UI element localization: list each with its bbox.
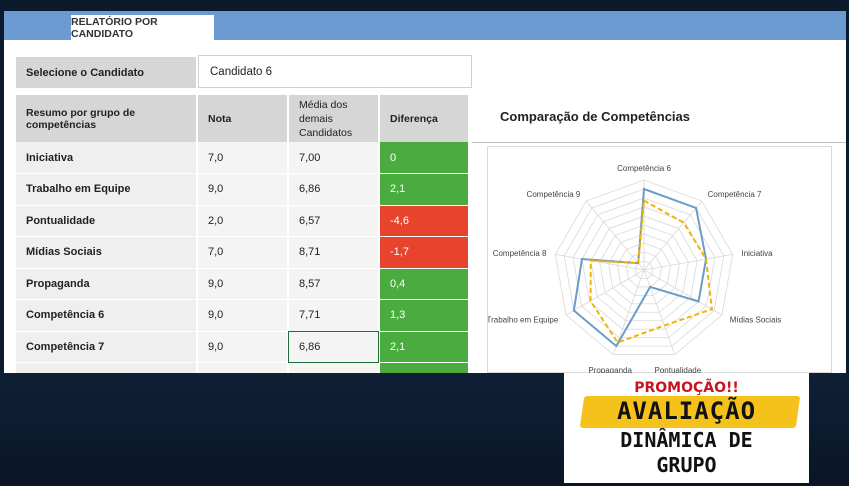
cell-diff[interactable]: 0,4 xyxy=(379,268,470,300)
promo-title-1: AVALIAÇÃO xyxy=(616,397,757,425)
spreadsheet-area: RELATÓRIO POR CANDIDATO Selecione o Cand… xyxy=(4,11,846,373)
cell-nota[interactable]: 9,0 xyxy=(197,173,289,206)
header-name: Resumo por grupo de competências xyxy=(16,95,198,142)
radar-grid-ring xyxy=(590,215,698,322)
table-row-partial xyxy=(16,362,470,373)
radar-series-2 xyxy=(589,198,713,344)
table-row: Mídias Sociais 7,0 8,71 -1,7 xyxy=(16,236,470,269)
cell-media[interactable]: 8,57 xyxy=(288,268,380,300)
cell-name[interactable]: Propaganda xyxy=(16,268,198,300)
cell-name[interactable]: Pontualidade xyxy=(16,205,198,237)
radar-spoke xyxy=(643,269,723,316)
promo-banner: PROMOÇÃO!! AVALIAÇÃO DINÂMICA DE GRUPO xyxy=(564,373,809,483)
promo-title-3: GRUPO xyxy=(656,453,717,477)
radar-axis-label: Pontualidade xyxy=(655,366,702,373)
cell-nota[interactable] xyxy=(197,362,289,373)
radar-grid-ring xyxy=(616,242,672,296)
candidate-selector[interactable]: Candidato 6 xyxy=(198,55,472,88)
radar-grid-ring xyxy=(599,224,689,313)
table-row: Propaganda 9,0 8,57 0,4 xyxy=(16,268,470,300)
radar-grid-ring xyxy=(563,188,725,347)
cell-nota[interactable]: 2,0 xyxy=(197,205,289,237)
radar-spoke xyxy=(565,269,645,316)
radar-grid-ring xyxy=(608,233,680,305)
cell-media[interactable]: 7,71 xyxy=(288,299,380,332)
radar-axis-label: Trabalho em Equipe xyxy=(488,316,559,325)
cell-diff[interactable]: -4,6 xyxy=(379,205,470,237)
cell-media[interactable] xyxy=(288,362,380,373)
table-header-row: Resumo por grupo de competências Nota Mé… xyxy=(16,95,470,142)
cell-diff[interactable] xyxy=(379,362,470,373)
radar-chart: Competência 6 Competência 7 Iniciativa Mídi… xyxy=(487,164,782,373)
table-row: Competência 6 9,0 7,71 1,3 xyxy=(16,299,470,332)
radar-spoke xyxy=(643,200,703,271)
radar-grid-ring xyxy=(554,179,734,355)
cell-diff[interactable]: 1,3 xyxy=(379,299,470,332)
cell-name[interactable] xyxy=(16,362,198,373)
header-diff: Diferença xyxy=(379,95,470,142)
cell-nota[interactable]: 7,0 xyxy=(197,142,289,174)
radar-axis-label: Competência 9 xyxy=(527,190,581,199)
radar-axis-label: Competência 6 xyxy=(617,164,671,173)
cell-nota[interactable]: 7,0 xyxy=(197,236,289,269)
cell-diff[interactable]: 2,1 xyxy=(379,173,470,206)
table-row: Competência 7 9,0 6,86 2,1 xyxy=(16,331,470,363)
cell-name[interactable]: Iniciativa xyxy=(16,142,198,174)
radar-spoke xyxy=(612,269,645,355)
radar-chart-box[interactable]: Competência 6 Competência 7 Iniciativa Mídi… xyxy=(487,146,832,373)
cell-name[interactable]: Trabalho em Equipe xyxy=(16,173,198,206)
cell-name[interactable]: Mídias Sociais xyxy=(16,236,198,269)
cell-media[interactable]: 6,57 xyxy=(288,205,380,237)
radar-axis-label: Mídias Sociais xyxy=(730,316,782,325)
radar-axis-label: Propaganda xyxy=(588,366,632,373)
header-media: Média dos demais Candidatos xyxy=(288,95,380,142)
chart-title: Comparação de Competências xyxy=(500,109,691,124)
header-nota: Nota xyxy=(197,95,289,142)
radar-spoke xyxy=(643,269,676,355)
radar-grid-ring xyxy=(634,260,654,279)
cell-name[interactable]: Competência 7 xyxy=(16,331,198,363)
cell-diff[interactable]: -1,7 xyxy=(379,236,470,269)
cell-diff[interactable]: 2,1 xyxy=(379,331,470,363)
table-row: Trabalho em Equipe 9,0 6,86 2,1 xyxy=(16,173,470,206)
cell-name[interactable]: Competência 6 xyxy=(16,299,198,332)
radar-spoke xyxy=(555,253,645,271)
cell-nota[interactable]: 9,0 xyxy=(197,331,289,363)
cell-media[interactable]: 6,86 xyxy=(288,173,380,206)
promo-label: PROMOÇÃO!! xyxy=(634,380,739,396)
radar-axis-label: Competência 8 xyxy=(493,249,547,258)
table-row: Iniciativa 7,0 7,00 0 xyxy=(16,142,470,174)
cell-nota[interactable]: 9,0 xyxy=(197,299,289,332)
promo-title-2: DINÂMICA DE xyxy=(620,428,753,452)
competency-table: Resumo por grupo de competências Nota Mé… xyxy=(16,95,470,373)
radar-spoke xyxy=(643,253,733,271)
radar-spoke xyxy=(585,200,645,271)
cell-nota[interactable]: 9,0 xyxy=(197,268,289,300)
candidate-selector-label: Selecione o Candidato xyxy=(16,57,196,88)
radar-axis-label: Iniciativa xyxy=(741,249,773,258)
cell-media-selected[interactable]: 6,86 xyxy=(288,331,380,363)
divider xyxy=(472,142,846,143)
cell-media[interactable]: 8,71 xyxy=(288,236,380,269)
radar-axis-label: Competência 7 xyxy=(708,190,762,199)
cell-media[interactable]: 7,00 xyxy=(288,142,380,174)
tab-relatorio[interactable]: RELATÓRIO POR CANDIDATO xyxy=(71,15,214,40)
table-row: Pontualidade 2,0 6,57 -4,6 xyxy=(16,205,470,237)
cell-diff[interactable]: 0 xyxy=(379,142,470,174)
